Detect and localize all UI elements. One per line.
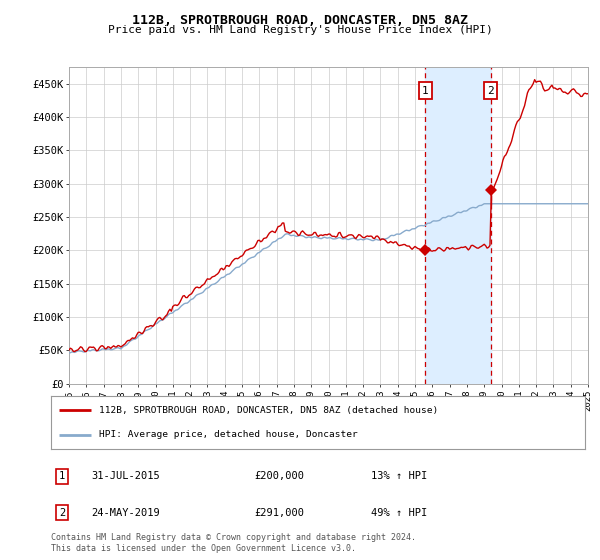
Bar <box>425 67 491 384</box>
Text: 112B, SPROTBROUGH ROAD, DONCASTER, DN5 8AZ: 112B, SPROTBROUGH ROAD, DONCASTER, DN5 8… <box>132 14 468 27</box>
Text: 31-JUL-2015: 31-JUL-2015 <box>91 472 160 481</box>
Text: Contains HM Land Registry data © Crown copyright and database right 2024.
This d: Contains HM Land Registry data © Crown c… <box>51 533 416 553</box>
Text: 13% ↑ HPI: 13% ↑ HPI <box>371 472 428 481</box>
Text: 49% ↑ HPI: 49% ↑ HPI <box>371 507 428 517</box>
Text: Price paid vs. HM Land Registry's House Price Index (HPI): Price paid vs. HM Land Registry's House … <box>107 25 493 35</box>
Text: 2: 2 <box>59 507 65 517</box>
Text: 112B, SPROTBROUGH ROAD, DONCASTER, DN5 8AZ (detached house): 112B, SPROTBROUGH ROAD, DONCASTER, DN5 8… <box>99 406 439 415</box>
Text: £200,000: £200,000 <box>254 472 304 481</box>
Text: 1: 1 <box>59 472 65 481</box>
Text: £291,000: £291,000 <box>254 507 304 517</box>
Text: 2: 2 <box>488 86 494 96</box>
Text: 1: 1 <box>422 86 428 96</box>
Text: 24-MAY-2019: 24-MAY-2019 <box>91 507 160 517</box>
Text: HPI: Average price, detached house, Doncaster: HPI: Average price, detached house, Donc… <box>99 430 358 439</box>
